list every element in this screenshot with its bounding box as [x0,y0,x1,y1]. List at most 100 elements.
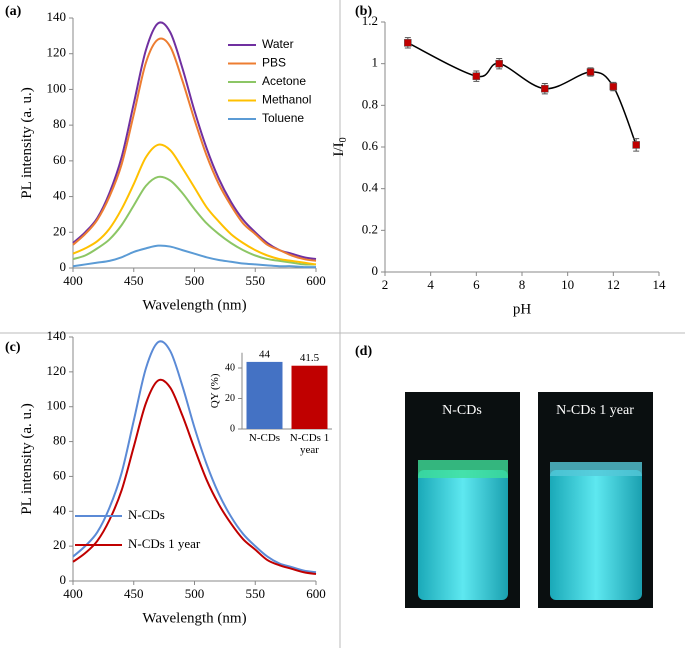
x-axis-label: Wavelength (nm) [142,610,246,626]
data-line [407,42,637,146]
y-axis-label: PL intensity (a. u.) [19,87,35,199]
marker [404,39,412,47]
value-label: 41.5 [300,352,320,364]
marker [586,68,595,76]
x-tick-label: 14 [653,277,667,292]
legend-label: PBS [262,56,286,70]
y-tick-label: 100 [47,398,67,413]
x-tick-label: 400 [63,273,83,288]
photo-panel: (d) N-CDs N-CDs 1 year [355,344,653,608]
y-tick-label: 0 [60,259,67,274]
meniscus [418,460,508,478]
y-tick-label: 100 [47,80,67,95]
panel-label: (d) [355,344,372,359]
vial [550,470,642,600]
x-tick-label-box: N-CDs 1 year [289,432,330,456]
x-tick-label: 500 [185,273,205,288]
y-tick-label: 0.8 [362,96,378,111]
vial [418,470,508,600]
panel-label: (b) [355,4,372,19]
data-line [72,37,317,262]
legend-label: N-CDs 1 year [128,536,201,551]
data-line [72,143,317,266]
x-tick-label: 600 [306,273,326,288]
y-axis-label-main: QY (%) [209,373,221,408]
y-axis-label-main: PL intensity (a. u.) [19,87,35,199]
y-tick-label: 40 [53,188,66,203]
y-axis-label: QY (%) [209,373,221,408]
y-tick-label: 60 [53,467,66,482]
marker [541,84,549,93]
data-line [72,378,317,576]
y-tick-label: 0.6 [362,138,379,153]
y-tick-label: 140 [47,328,67,343]
x-tick-label: 400 [63,586,83,601]
x-tick-label: 8 [519,277,526,292]
marker [609,82,618,91]
x-axis-label: Wavelength (nm) [142,297,246,313]
y-tick-label: 80 [53,433,66,448]
y-tick-label: 0 [230,423,235,434]
legend-label: Water [262,37,294,51]
y-tick-label: 20 [225,393,235,404]
y-tick-label: 0 [60,572,67,587]
photo-caption: N-CDs 1 year [556,403,634,418]
y-tick-label: 60 [53,152,66,167]
y-tick-label: 0 [372,263,379,278]
x-tick-label: 6 [473,277,480,292]
panel-label: (a) [5,4,22,19]
x-tick-label: 500 [185,586,205,601]
legend-label: Toluene [262,111,304,125]
x-tick-label: 2 [382,277,389,292]
y-tick-label: 1 [372,55,379,70]
y-axis-label-sub: 0 [338,137,349,142]
x-tick-label: 600 [306,586,326,601]
data-line [72,244,317,269]
x-tick-label: 4 [427,277,434,292]
x-tick-label: 450 [124,586,144,601]
data-line [72,340,317,574]
data-line [72,175,317,266]
value-label: 44 [259,348,271,360]
y-tick-label: 20 [53,223,66,238]
x-tick-label: N-CDs [248,432,281,444]
x-tick-label: 550 [246,586,266,601]
x-axis-label: pH [513,301,532,317]
chart-panel: (a) 0 20 40 60 80 100 120 140 400 450 500 550 600 Wave… [5,4,326,313]
marker [632,141,640,149]
y-tick-label: 0.4 [362,180,379,195]
y-tick-label: 80 [53,116,66,131]
marker [472,72,481,80]
legend-label: Acetone [262,74,306,88]
x-tick-label: 10 [561,277,574,292]
y-axis-label-main: I/I [331,142,347,156]
y-tick-label: 140 [47,9,67,24]
photo-caption: N-CDs [442,403,482,418]
x-tick-label: N-CDs 1 year [289,432,330,456]
y-tick-label: 40 [53,502,66,517]
chart-panel: 0 20 40 QY (%) 44 N-CDs 41.5 N-CDs 1 year [209,348,332,456]
y-axis-label: PL intensity (a. u.) [19,403,35,515]
y-tick-label: 40 [225,362,235,373]
marker [495,59,503,68]
y-tick-label: 20 [53,537,66,552]
x-tick-label: 550 [246,273,266,288]
legend-label: Methanol [262,93,311,107]
x-tick-label: 12 [607,277,620,292]
bar [246,361,283,429]
meniscus [550,462,642,476]
y-axis-label: I/I0 [331,137,349,156]
x-tick-label: 450 [124,273,144,288]
y-tick-label: 120 [47,45,67,60]
y-tick-label: 120 [47,363,67,378]
legend-label: N-CDs [128,507,165,522]
y-axis-label-main: PL intensity (a. u.) [19,403,35,515]
panel-label: (c) [5,340,21,355]
x-tick-label-box: N-CDs [248,432,281,444]
bar [291,365,328,429]
y-tick-label: 0.2 [362,221,378,236]
